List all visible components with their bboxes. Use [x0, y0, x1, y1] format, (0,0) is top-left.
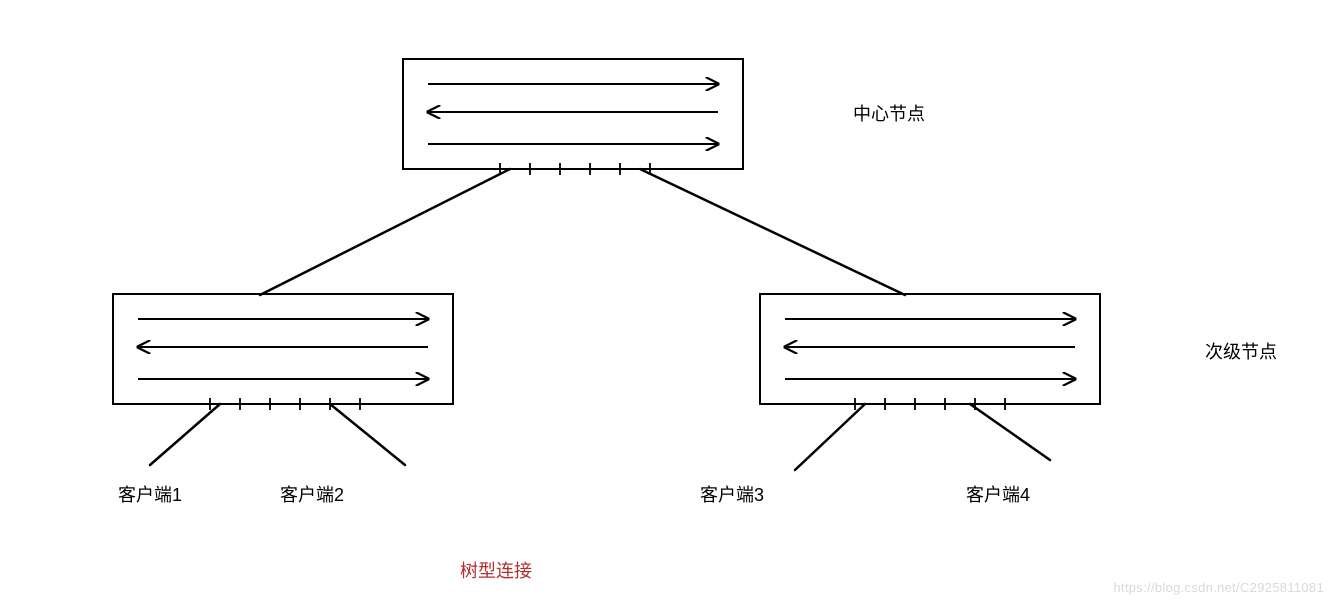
- label-center-node: 中心节点: [853, 100, 925, 126]
- label-client3: 客户端3: [700, 481, 764, 507]
- label-client4: 客户端4: [966, 481, 1030, 507]
- label-client1: 客户端1: [118, 481, 182, 507]
- diagram-caption: 树型连接: [460, 557, 532, 583]
- diagram-svg: [0, 0, 1332, 601]
- label-secondary-node: 次级节点: [1205, 338, 1277, 364]
- label-client2: 客户端2: [280, 481, 344, 507]
- diagram-canvas: 中心节点 次级节点 客户端1 客户端2 客户端3 客户端4 树型连接 https…: [0, 0, 1332, 601]
- watermark-text: https://blog.csdn.net/C2925811081: [1113, 580, 1324, 595]
